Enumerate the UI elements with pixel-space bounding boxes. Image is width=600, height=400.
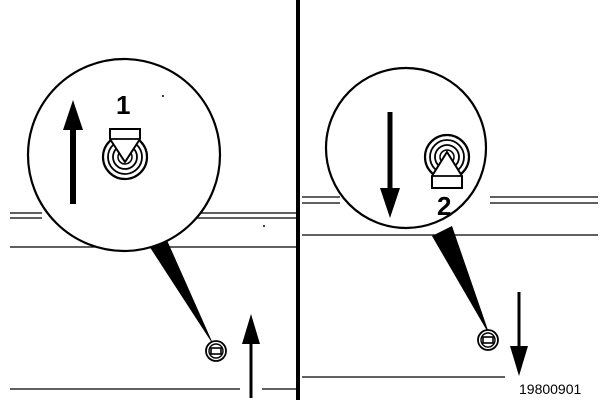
lock-knob-lowered-icon — [423, 133, 471, 189]
left-magnifier-up-arrow — [63, 100, 83, 204]
right-door-trim — [302, 196, 598, 378]
right-magnifier-down-arrow — [380, 112, 400, 218]
callout-number-1: 1 — [116, 90, 131, 120]
right-callout-pointer — [432, 226, 490, 336]
left-door-up-arrow — [242, 314, 260, 398]
left-lock-knob-small — [205, 340, 227, 362]
right-panel — [302, 66, 598, 378]
right-lock-knob-small — [477, 329, 499, 351]
left-callout-pointer — [140, 220, 214, 346]
right-door-down-arrow — [510, 292, 528, 376]
left-panel — [10, 57, 296, 398]
lock-knob-raised-icon — [101, 128, 149, 181]
figure-reference-code: 19800901 — [519, 381, 582, 397]
callout-number-2: 2 — [437, 191, 452, 221]
